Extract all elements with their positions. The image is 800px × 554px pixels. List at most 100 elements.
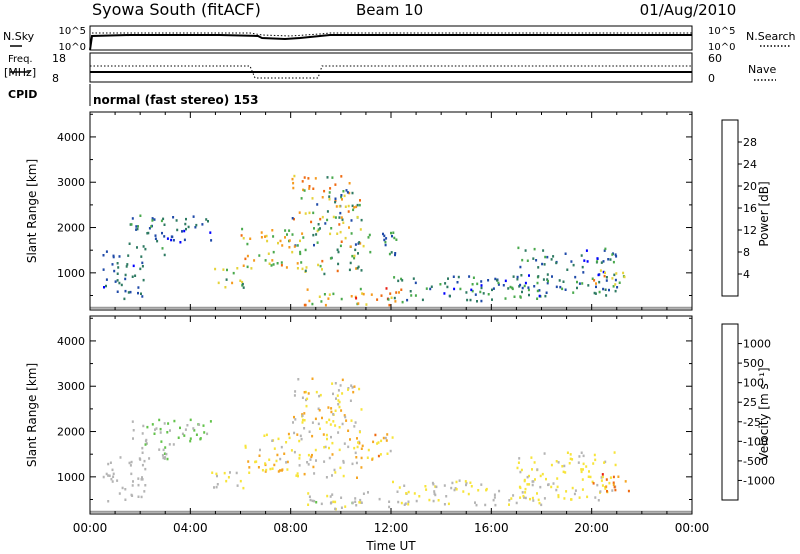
velocity-cell: [334, 507, 337, 511]
velocity-cell: [591, 480, 594, 484]
power-cell: [329, 187, 332, 190]
velocity-cell: [299, 434, 302, 438]
power-cell: [240, 234, 243, 237]
velocity-cell: [206, 432, 209, 436]
velocity-cell: [110, 477, 113, 481]
power-cell: [357, 252, 359, 255]
power-cell: [354, 243, 357, 246]
velocity-cell: [528, 483, 531, 486]
velocity-cell: [179, 426, 181, 430]
power-cell: [328, 293, 331, 296]
velocity-cell: [277, 437, 280, 441]
power-colorbar-tick-label: 8: [743, 246, 750, 259]
power-cell: [323, 189, 326, 193]
power-cell: [421, 298, 424, 302]
velocity-cell: [326, 494, 329, 498]
velocity-cell: [281, 468, 284, 471]
velocity-cell: [318, 409, 321, 412]
power-cell: [388, 252, 391, 256]
velocity-cell: [592, 482, 595, 485]
power-cell: [612, 285, 615, 288]
velocity-cell: [581, 488, 584, 491]
power-cell: [296, 267, 299, 270]
velocity-cell: [403, 503, 406, 506]
velocity-cell: [184, 428, 187, 431]
velocity-cell: [131, 420, 134, 423]
power-cell: [288, 246, 291, 249]
velocity-cell: [332, 413, 335, 416]
velocity-cell: [295, 474, 298, 477]
power-cell: [312, 187, 315, 190]
velocity-cell: [613, 451, 616, 454]
power-cell: [312, 233, 315, 237]
power-cell: [533, 285, 536, 288]
power-cell: [389, 292, 392, 295]
nsky-panel: N.Sky 10^5 10^0 N.Search 10^5 10^0: [3, 25, 796, 53]
velocity-cell: [333, 468, 336, 472]
power-cell: [365, 303, 368, 306]
velocity-cell: [314, 448, 317, 452]
velocity-cell: [477, 489, 480, 492]
velocity-cell: [144, 484, 147, 487]
power-cell: [338, 216, 341, 219]
power-cell: [544, 294, 547, 298]
power-cell: [564, 252, 567, 255]
power-cell: [604, 247, 607, 251]
velocity-cell: [151, 423, 154, 426]
power-cell: [296, 262, 299, 265]
velocity-cell: [167, 422, 170, 425]
power-cell: [135, 225, 138, 228]
power-cell: [392, 231, 395, 234]
velocity-cell: [153, 432, 156, 435]
power-cell: [351, 191, 354, 195]
velocity-cell: [285, 441, 288, 444]
velocity-cell: [141, 451, 144, 454]
power-cell: [126, 263, 129, 266]
power-cell: [480, 284, 483, 287]
power-cell: [578, 282, 581, 285]
velocity-cell: [521, 491, 524, 494]
velocity-cell: [435, 485, 438, 489]
power-cell: [521, 258, 524, 262]
velocity-cell: [287, 432, 290, 436]
power-cell: [614, 253, 617, 256]
velocity-cell: [301, 414, 304, 417]
power-cell: [581, 265, 584, 269]
power-cell: [518, 285, 521, 288]
velocity-cell: [526, 475, 529, 479]
velocity-cell: [303, 472, 306, 476]
velocity-cell: [347, 388, 349, 391]
velocity-cell: [604, 487, 607, 490]
power-cell: [465, 291, 468, 294]
velocity-cell: [374, 433, 377, 437]
power-cell: [358, 203, 361, 207]
velocity-cell: [107, 500, 110, 503]
velocity-cell: [141, 432, 144, 435]
power-cell: [444, 282, 447, 285]
velocity-cell: [563, 497, 566, 500]
station-title: Syowa South (fitACF): [92, 0, 261, 19]
power-cell: [279, 239, 282, 243]
velocity-cell: [169, 429, 171, 432]
velocity-cell: [608, 481, 611, 485]
velocity-cell: [263, 434, 266, 437]
velocity-cell: [531, 483, 534, 487]
power-cell: [611, 253, 614, 256]
power-cell: [512, 275, 515, 278]
velocity-cell: [264, 463, 267, 467]
power-cell: [582, 271, 585, 274]
velocity-cell: [443, 503, 446, 506]
velocity-cell: [300, 437, 303, 441]
power-cell: [284, 236, 286, 239]
power-cell: [401, 300, 404, 304]
power-cell: [321, 268, 323, 271]
power-cell: [602, 270, 605, 274]
power-cell: [139, 214, 142, 217]
power-cell: [239, 279, 242, 282]
power-cell: [341, 198, 343, 201]
velocity-cell: [164, 456, 167, 459]
power-cell: [429, 287, 432, 291]
power-cell: [232, 271, 235, 275]
power-cell: [355, 267, 358, 270]
power-cell: [304, 269, 307, 273]
